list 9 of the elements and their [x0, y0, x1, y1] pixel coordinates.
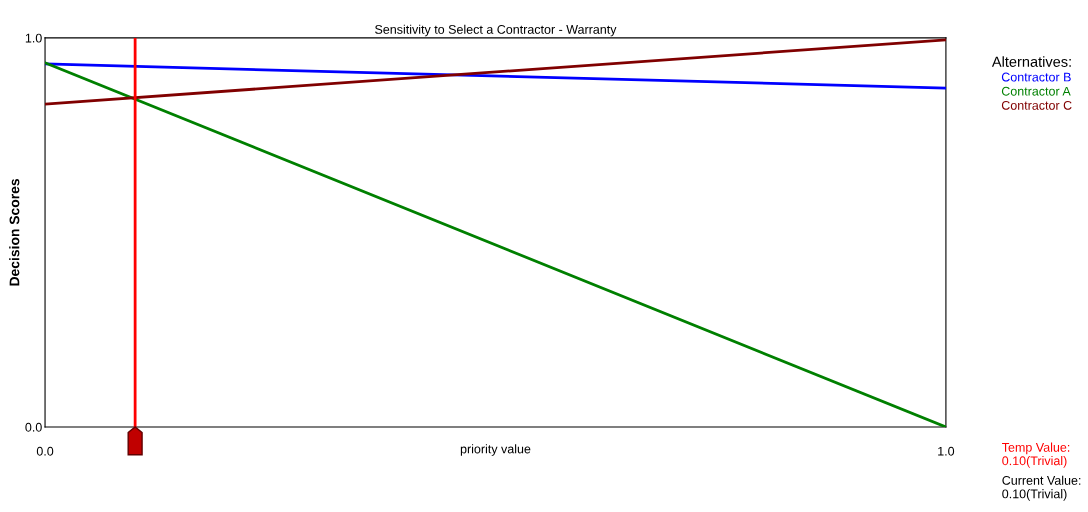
text: Contractor A	[1001, 86, 1071, 96]
legend-title: Alternatives:	[991, 56, 1071, 67]
chart-title: Sensitivity to Select a Contractor - Warranty	[375, 24, 617, 37]
text: Contractor C	[1001, 100, 1072, 110]
text: Contractor B	[1001, 72, 1071, 82]
text: Current Value: 0.10(Trivial)	[1002, 475, 1081, 501]
x-axis-title: priority value	[460, 444, 531, 456]
text: Temp Value: 0.10(Trivial)	[1002, 442, 1070, 468]
y-axis-title: Decision Scores	[9, 178, 20, 286]
